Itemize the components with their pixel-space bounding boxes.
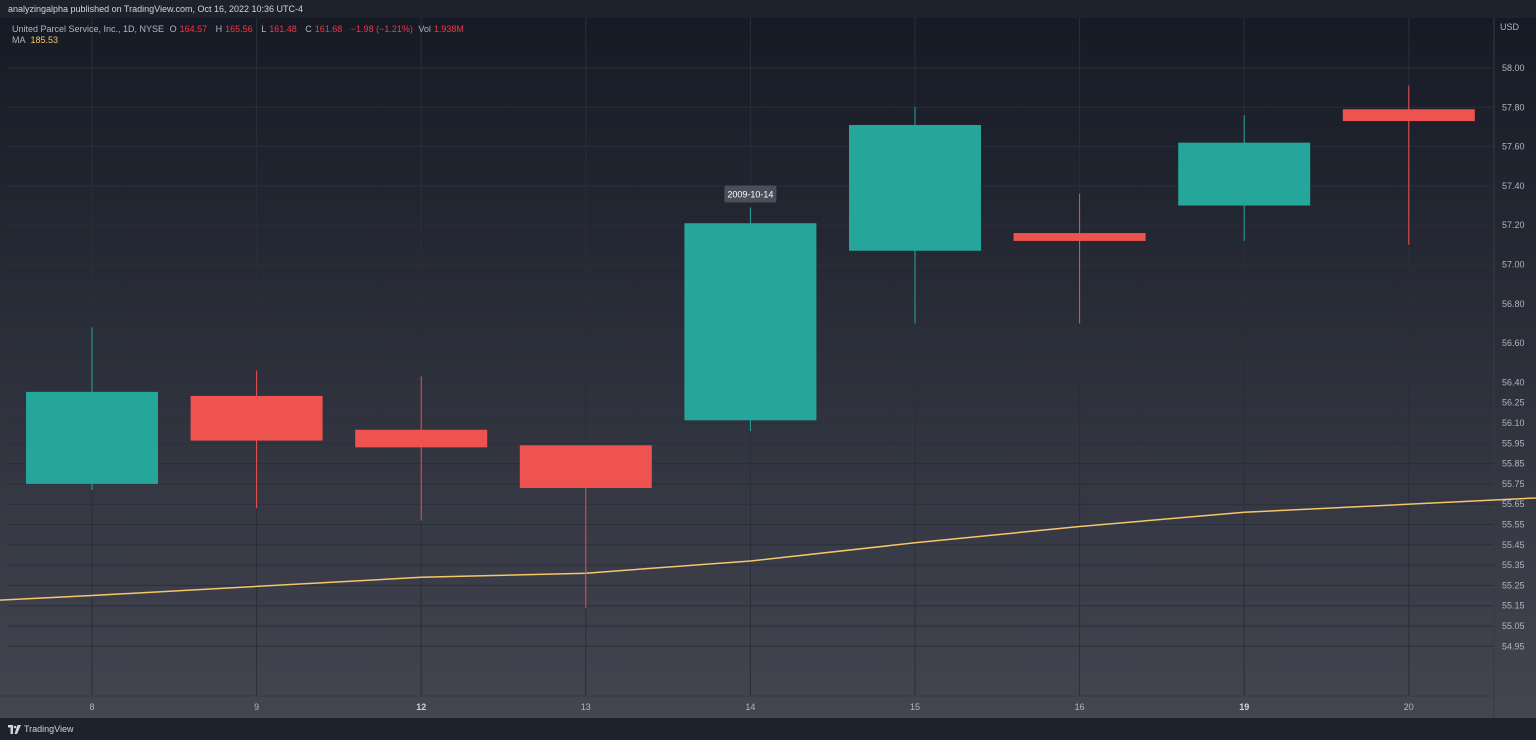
y-tick-label: 55.45: [1502, 540, 1525, 550]
legend-ma-value: 185.53: [30, 35, 59, 45]
x-tick-label: 16: [1075, 702, 1085, 712]
y-tick-label: 57.80: [1502, 102, 1525, 112]
y-tick-label: 58.00: [1502, 63, 1525, 73]
top-bar: analyzingalpha published on TradingView.…: [0, 0, 1536, 18]
legend-ma-label: MA: [12, 35, 26, 45]
y-tick-label: 56.10: [1502, 418, 1525, 428]
legend-change: −1.98 (−1.21%): [350, 24, 413, 34]
legend-open-value: 164.57: [179, 24, 208, 34]
tradingview-brand[interactable]: TradingView: [24, 724, 74, 734]
y-tick-label: 57.20: [1502, 220, 1525, 230]
y-tick-label: 54.95: [1502, 641, 1525, 651]
legend-ma-row: MA 185.53: [12, 35, 470, 46]
legend-high: H 165.56: [216, 24, 256, 34]
x-tick-label: 14: [745, 702, 755, 712]
candle-body: [190, 395, 323, 441]
x-tick-label: 8: [89, 702, 94, 712]
ma-line: [0, 497, 1536, 601]
legend-open-label: O: [169, 24, 177, 34]
x-tick-label: 15: [910, 702, 920, 712]
y-tick-label: 56.80: [1502, 299, 1525, 309]
x-tick-label: 12: [416, 702, 426, 712]
candle-body: [355, 429, 488, 448]
legend-close-label: C: [305, 24, 312, 34]
legend-volume: Vol 1.938M: [418, 24, 467, 34]
y-tick-label: 55.25: [1502, 580, 1525, 590]
candle-body: [1178, 142, 1311, 206]
candle[interactable]: [684, 207, 817, 432]
x-tick-label: 19: [1239, 702, 1249, 712]
y-tick-label: 55.65: [1502, 499, 1525, 509]
y-tick-label: 55.95: [1502, 438, 1525, 448]
legend-high-value: 165.56: [225, 24, 253, 34]
candle-body: [1013, 233, 1146, 241]
legend-vol-value: 1.938M: [433, 24, 464, 34]
legend-low-value: 161.48: [269, 24, 297, 34]
legend-vol-label: Vol: [418, 24, 431, 34]
candle-body: [519, 445, 652, 488]
tooltip-layer: 2009-10-14: [724, 185, 777, 203]
y-tick-label: 55.75: [1502, 479, 1525, 489]
x-axis-labels: 8 9 12 13 14 15 16 19 20: [89, 702, 1413, 712]
y-tick-label: 56.40: [1502, 377, 1525, 387]
legend-low-label: L: [261, 24, 267, 34]
candle[interactable]: [1342, 85, 1475, 245]
candle-body: [1342, 109, 1475, 122]
candle[interactable]: [849, 107, 981, 324]
y-tick-label: 57.40: [1502, 181, 1525, 191]
candles-layer: [26, 85, 1475, 608]
legend-symbol: United Parcel Service, Inc., 1D, NYSE: [12, 24, 165, 34]
legend-high-label: H: [215, 24, 223, 34]
legend-close: C 161.68: [305, 24, 345, 34]
ma-layer: [0, 497, 1536, 601]
y-axis-labels: 58.00 57.80 57.60 57.40 57.20 57.00 56.80 56.60…: [1502, 63, 1525, 651]
candle[interactable]: [355, 376, 488, 521]
tradingview-logo-icon[interactable]: [8, 723, 21, 735]
legend-low: L 161.48: [261, 24, 300, 34]
y-tick-label: 55.85: [1502, 459, 1525, 469]
y-tick-label: 57.00: [1502, 260, 1525, 270]
footer-bar: [0, 718, 1536, 740]
y-tick-label: 57.60: [1502, 142, 1525, 152]
x-tick-label: 9: [254, 702, 259, 712]
y-tick-label: 56.25: [1502, 398, 1525, 408]
y-tick-label: 55.35: [1502, 560, 1525, 570]
publisher-text: analyzingalpha published on TradingView.…: [8, 4, 304, 14]
candle[interactable]: [1013, 193, 1146, 324]
y-tick-label: 55.55: [1502, 520, 1525, 530]
y-tick-label: 55.05: [1502, 621, 1525, 631]
tooltip-text: 2009-10-14: [727, 190, 773, 200]
candle-body: [26, 391, 158, 484]
axes: [0, 18, 1495, 718]
legend-close-value: 161.68: [314, 24, 343, 34]
candle-body: [849, 124, 981, 251]
price-chart[interactable]: 58.00 57.80 57.60 57.40 57.20 57.00 56.80 56.60…: [0, 18, 1536, 718]
legend-open: O 164.57: [170, 24, 211, 34]
x-tick-label: 20: [1404, 702, 1414, 712]
y-axis-currency: USD: [1500, 22, 1520, 32]
candle-body: [684, 223, 817, 421]
candle[interactable]: [519, 445, 652, 608]
candle[interactable]: [1178, 115, 1311, 241]
candle[interactable]: [190, 370, 323, 509]
chart-frame[interactable]: 58.00 57.80 57.60 57.40 57.20 57.00 56.80 56.60…: [0, 18, 1536, 718]
y-tick-label: 55.15: [1502, 601, 1525, 611]
x-tick-label: 13: [581, 702, 591, 712]
candle[interactable]: [26, 327, 158, 490]
tooltip-box: [724, 185, 777, 203]
date-tooltip: 2009-10-14: [724, 185, 777, 203]
y-tick-label: 56.60: [1502, 338, 1525, 348]
